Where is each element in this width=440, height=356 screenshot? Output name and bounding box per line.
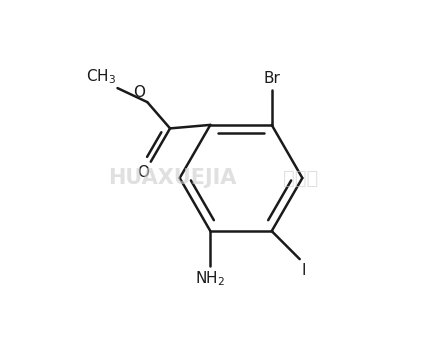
Text: HUAXUEJIA: HUAXUEJIA (108, 168, 236, 188)
Text: O: O (133, 85, 146, 100)
Text: CH$_3$: CH$_3$ (86, 68, 116, 87)
Text: 化学加: 化学加 (283, 168, 318, 188)
Text: NH$_2$: NH$_2$ (195, 269, 225, 288)
Text: Br: Br (263, 71, 280, 87)
Text: I: I (301, 263, 306, 278)
Text: O: O (137, 165, 149, 180)
